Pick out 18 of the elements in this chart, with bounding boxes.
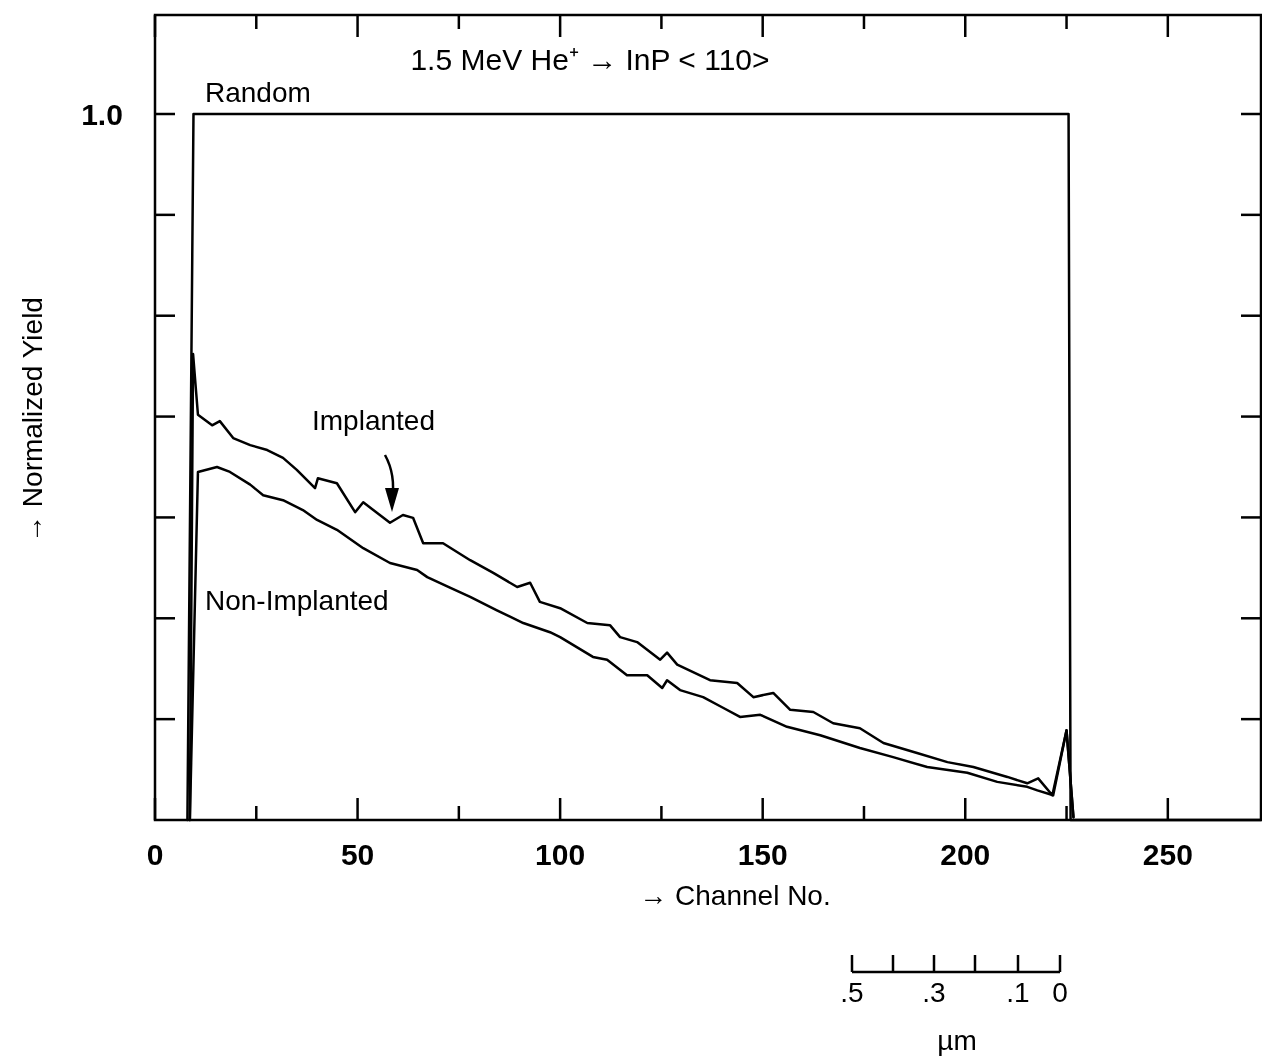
x-tick-label: 0 (146, 838, 164, 871)
text: µm (937, 1025, 977, 1056)
text: 1.0 (81, 97, 123, 131)
legend-label: Non-Implanted (205, 584, 389, 616)
text: .5 (840, 977, 864, 1008)
x-tick-label: 250 (1142, 838, 1193, 871)
series-label: Implanted (312, 404, 435, 436)
x-axis-title: → Channel No. (639, 880, 831, 911)
x-tick-label: 100 (535, 838, 586, 871)
x-tick-label: 50 (340, 838, 375, 871)
x-tick-label: 150 (737, 838, 788, 871)
y-axis-title: → Normalized Yield (17, 297, 48, 543)
text: 0 (1052, 977, 1068, 1008)
text: .3 (922, 977, 946, 1008)
x-tick-label: 200 (940, 838, 991, 871)
series-label: Random (205, 76, 311, 108)
chart-title: 1.5 MeV He⁺ → InP < 110> (410, 43, 770, 76)
text: .1 (1006, 977, 1030, 1008)
